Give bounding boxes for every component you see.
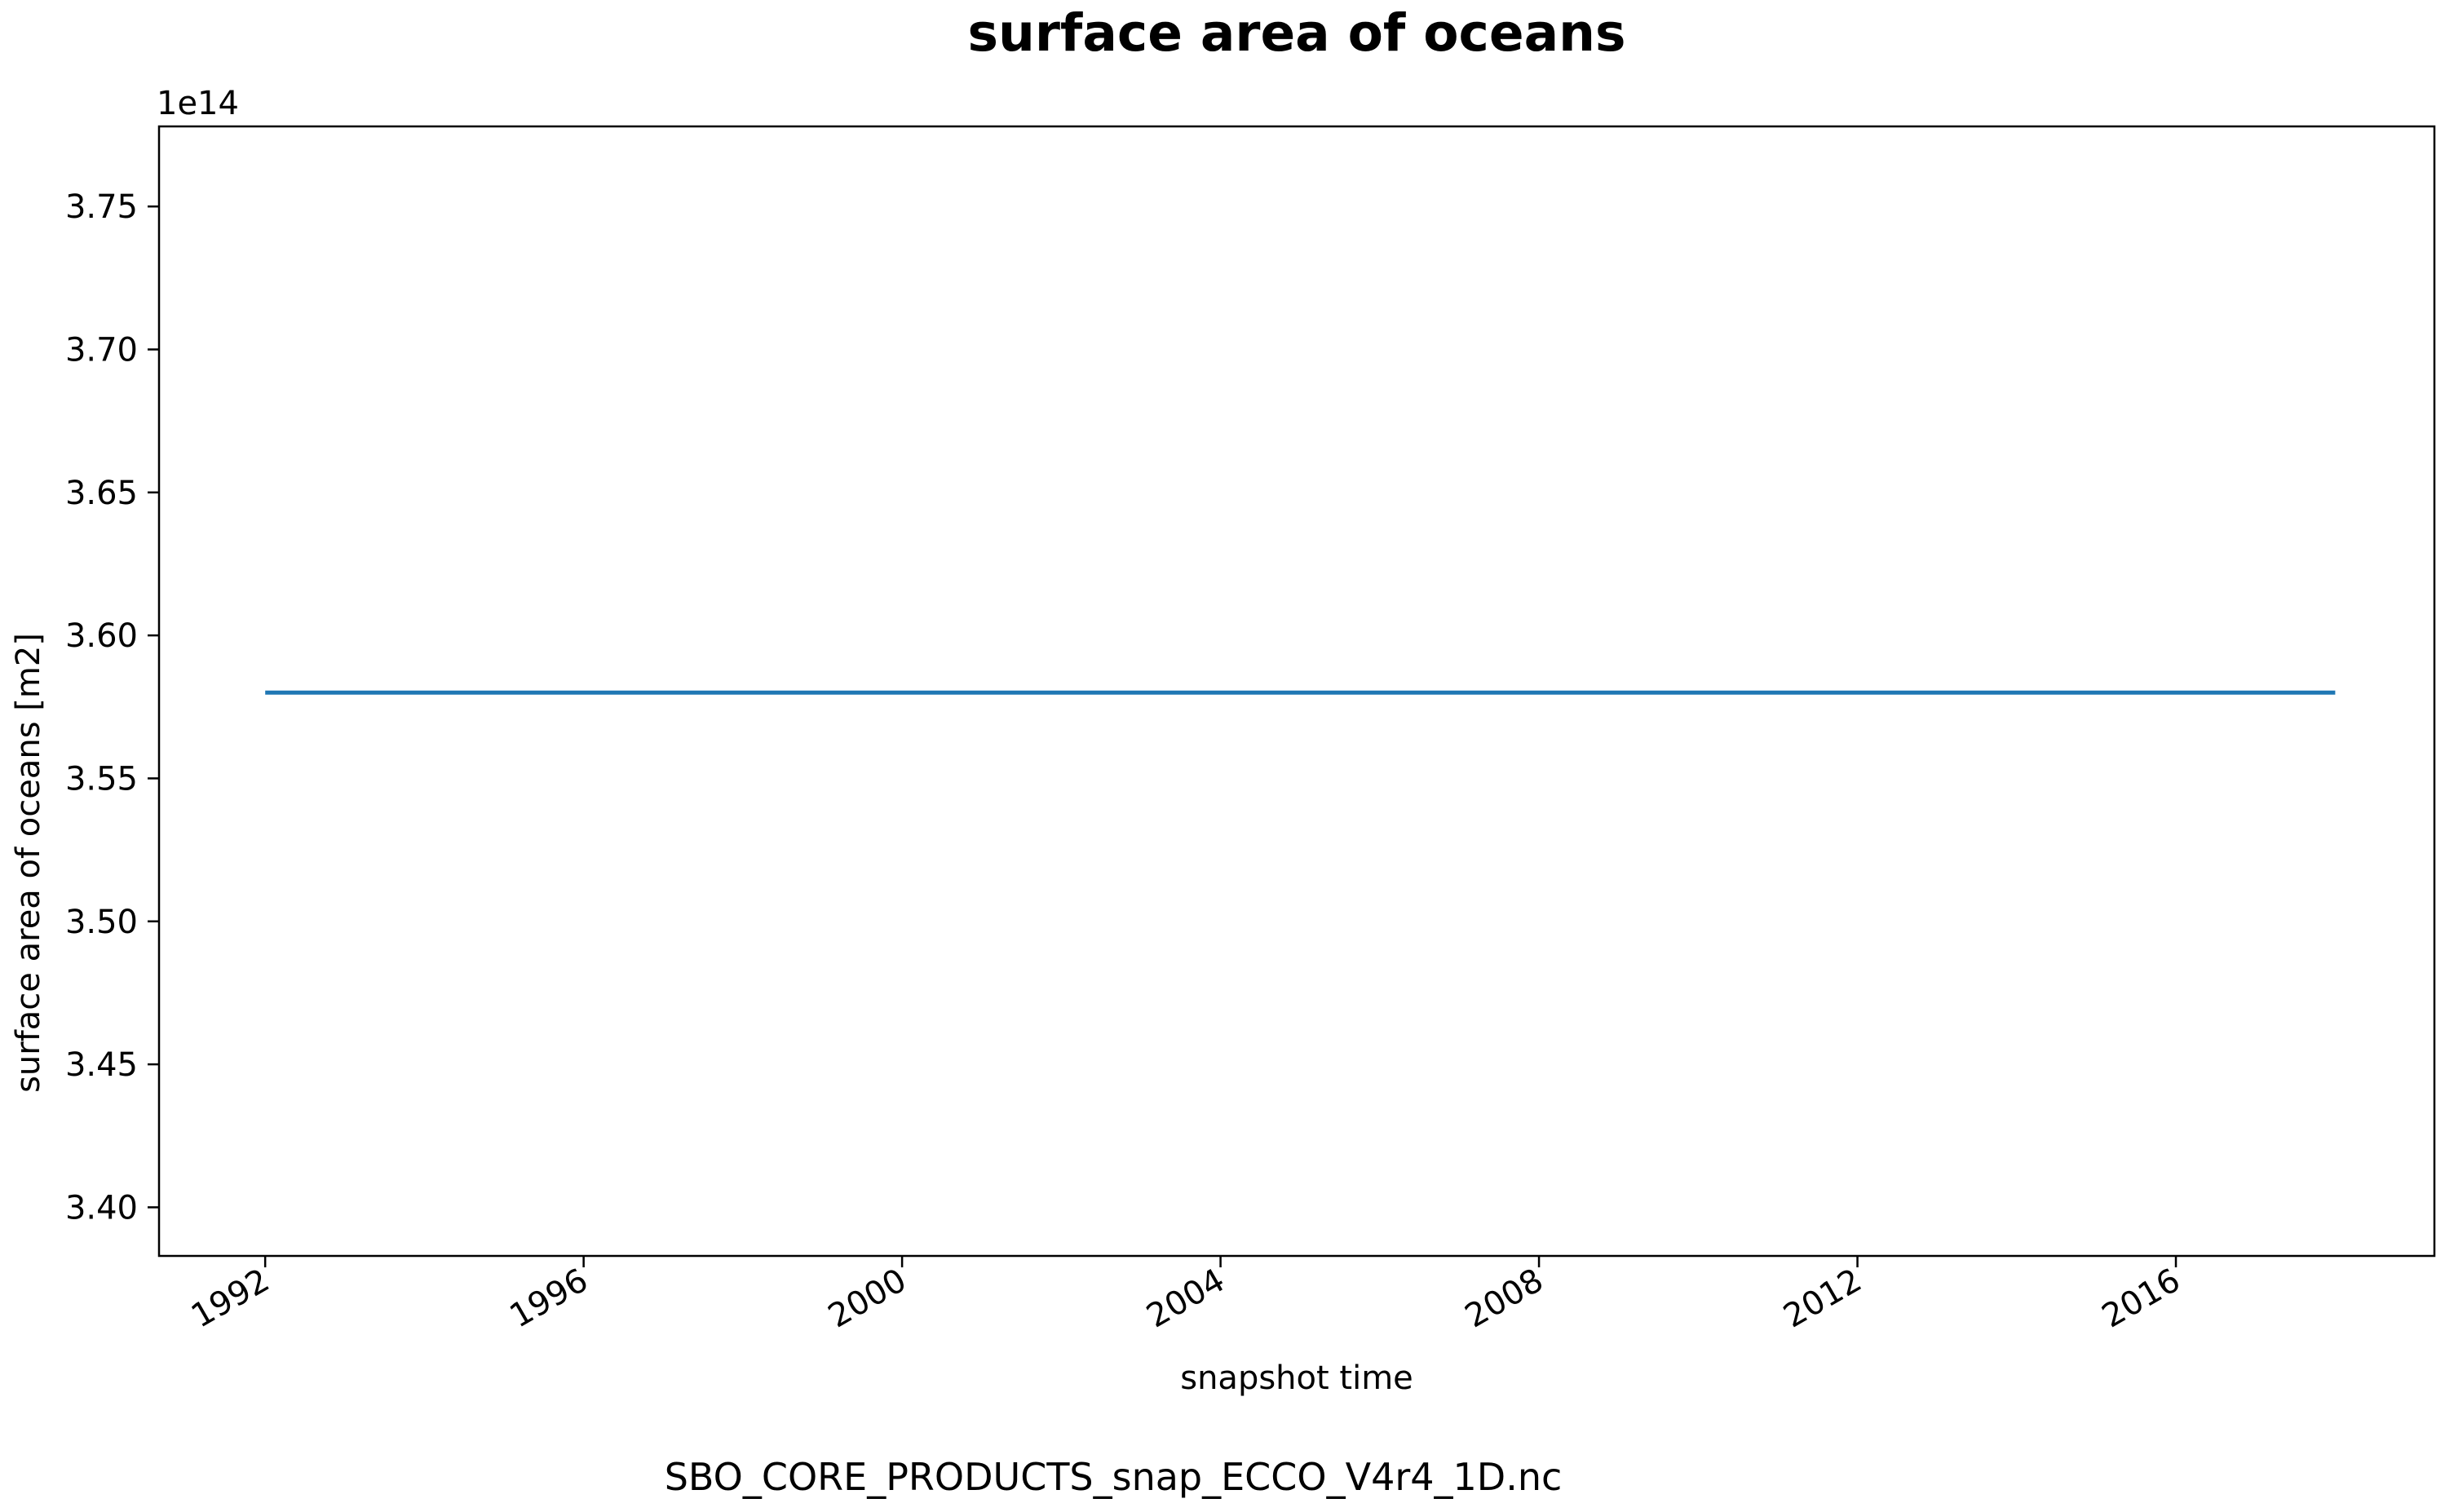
plot-frame — [157, 125, 2436, 1258]
y-tick-label-4: 3.60 — [65, 617, 138, 655]
footer-filename: SBO_CORE_PRODUCTS_snap_ECCO_V4r4_1D.nc — [665, 1455, 1563, 1499]
x-tick-label-5: 2012 — [1777, 1262, 1868, 1336]
x-axis-ticks: 1992 1996 2000 2004 2008 2012 2016 — [185, 1256, 2186, 1336]
x-tick-label-0: 1992 — [185, 1262, 276, 1336]
x-tick-label-2: 2000 — [822, 1262, 913, 1336]
x-tick-label-4: 2008 — [1459, 1262, 1550, 1336]
y-offset-label: 1e14 — [157, 85, 239, 122]
x-tick-label-6: 2016 — [2096, 1262, 2186, 1336]
chart-title: surface area of oceans — [968, 3, 1626, 63]
x-axis-label: snapshot time — [1180, 1359, 1413, 1397]
y-axis-ticks: 3.40 3.45 3.50 3.55 3.60 3.65 3.70 3.75 — [65, 188, 159, 1227]
y-tick-label-1: 3.45 — [65, 1046, 138, 1084]
x-tick-label-1: 1996 — [503, 1262, 594, 1336]
x-tick-label-3: 2004 — [1140, 1262, 1231, 1336]
y-tick-label-5: 3.65 — [65, 475, 138, 512]
y-tick-label-0: 3.40 — [65, 1189, 138, 1227]
y-tick-label-3: 3.55 — [65, 760, 138, 798]
plot-area — [157, 125, 2436, 1258]
y-tick-label-7: 3.75 — [65, 188, 138, 226]
y-axis-label: surface area of oceans [m2] — [10, 633, 47, 1093]
y-tick-label-6: 3.70 — [65, 331, 138, 369]
y-tick-label-2: 3.50 — [65, 904, 138, 941]
